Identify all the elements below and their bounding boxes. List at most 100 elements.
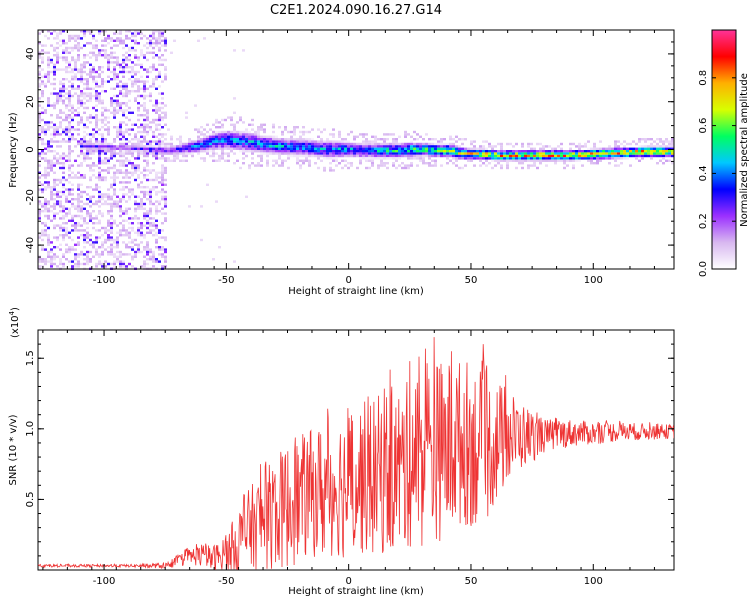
spectrogram-cell bbox=[302, 154, 305, 158]
spectrogram-cell bbox=[92, 54, 95, 57]
spectrogram-cell bbox=[152, 37, 155, 40]
spectrogram-cell bbox=[257, 142, 260, 146]
spectrogram-cell bbox=[575, 159, 578, 162]
spectrogram-cell bbox=[248, 150, 251, 153]
spectrogram-y-tick-label: 20 bbox=[25, 95, 36, 108]
spectrogram-cell bbox=[161, 236, 164, 239]
spectrogram-cell bbox=[128, 241, 131, 244]
spectrogram-cell bbox=[137, 70, 140, 74]
spectrogram-cell bbox=[221, 152, 224, 155]
spectrogram-cell bbox=[527, 157, 530, 160]
spectrogram-cell bbox=[305, 157, 308, 160]
spectrogram-cell bbox=[86, 212, 89, 215]
spectrogram-cell bbox=[323, 145, 326, 148]
spectrogram-cell bbox=[140, 207, 143, 210]
spectrogram-cell bbox=[497, 159, 500, 162]
spectrogram-cell bbox=[389, 145, 392, 148]
spectrogram-cell bbox=[281, 162, 284, 165]
spectrogram-cell bbox=[47, 234, 50, 237]
spectrogram-cell bbox=[131, 154, 134, 158]
spectrogram-cell bbox=[416, 142, 419, 146]
spectrogram-cell bbox=[131, 85, 134, 88]
spectrogram-cell bbox=[479, 154, 482, 158]
spectrogram-cell bbox=[110, 176, 113, 179]
spectrogram-cell bbox=[62, 157, 65, 160]
spectrogram-cell bbox=[392, 140, 395, 143]
spectrogram-cell bbox=[95, 44, 98, 47]
spectrogram-y-tick-label: 40 bbox=[25, 48, 36, 61]
spectrogram-cell bbox=[326, 142, 329, 146]
spectrogram-cell bbox=[68, 210, 71, 213]
spectrogram-cell bbox=[161, 140, 164, 143]
spectrogram-cell bbox=[290, 130, 293, 134]
spectrogram-cell bbox=[107, 56, 110, 59]
spectrogram-cell bbox=[488, 150, 491, 153]
spectrogram-cell bbox=[320, 142, 323, 146]
spectrogram-cell bbox=[650, 152, 653, 155]
spectrogram-cell bbox=[395, 152, 398, 155]
spectrogram-cell bbox=[128, 195, 131, 198]
spectrogram-cell bbox=[155, 260, 158, 263]
spectrogram-cell bbox=[83, 130, 86, 134]
spectrogram-cell bbox=[128, 171, 131, 174]
spectrogram-cell bbox=[119, 138, 122, 141]
spectrogram-cell bbox=[110, 236, 113, 239]
spectrogram-cell bbox=[131, 188, 134, 191]
spectrogram-cell bbox=[95, 188, 98, 191]
spectrogram-cell bbox=[68, 157, 71, 160]
spectrogram-cell bbox=[140, 231, 143, 234]
spectrogram-cell bbox=[212, 152, 215, 155]
spectrogram-cell bbox=[59, 39, 62, 42]
spectrogram-cell bbox=[308, 147, 311, 150]
spectrogram-cell bbox=[179, 159, 182, 162]
spectrogram-cell bbox=[182, 147, 185, 150]
spectrogram-cell bbox=[188, 142, 191, 146]
spectrogram-cell bbox=[347, 150, 350, 153]
spectrogram-cell bbox=[134, 200, 137, 203]
spectrogram-cell bbox=[74, 214, 77, 218]
spectrogram-cell bbox=[44, 200, 47, 203]
spectrogram-cell bbox=[110, 99, 113, 102]
spectrogram-cell bbox=[38, 265, 41, 268]
spectrogram-cell bbox=[500, 159, 503, 162]
spectrogram-cell bbox=[371, 154, 374, 158]
spectrogram-x-tick-label: 50 bbox=[465, 275, 478, 286]
spectrogram-cell bbox=[155, 145, 158, 148]
spectrogram-cell bbox=[41, 238, 44, 242]
spectrogram-cell bbox=[56, 224, 59, 227]
spectrogram-cell bbox=[149, 248, 152, 251]
spectrogram-cell bbox=[101, 176, 104, 179]
spectrogram-cell bbox=[389, 154, 392, 158]
spectrogram-cell bbox=[98, 75, 101, 78]
spectrogram-cell bbox=[470, 154, 473, 158]
spectrogram-cell bbox=[152, 78, 155, 81]
spectrogram-cell bbox=[125, 66, 128, 69]
spectrogram-cell bbox=[140, 123, 143, 126]
spectrogram-cell bbox=[272, 130, 275, 134]
spectrogram-cell bbox=[413, 154, 416, 158]
spectrogram-cell bbox=[134, 90, 137, 93]
spectrogram-cells bbox=[38, 30, 674, 270]
spectrogram-cell bbox=[149, 169, 152, 172]
spectrogram-cell bbox=[86, 92, 89, 95]
spectrogram-cell bbox=[233, 152, 236, 155]
spectrogram-cell bbox=[62, 166, 65, 170]
spectrogram-cell bbox=[284, 152, 287, 155]
spectrogram-cell bbox=[242, 135, 245, 138]
spectrogram-cell bbox=[80, 90, 83, 93]
spectrogram-cell bbox=[110, 205, 113, 208]
spectrogram-cell bbox=[143, 68, 146, 71]
spectrogram-cell bbox=[95, 118, 98, 122]
spectrogram-cell bbox=[116, 169, 119, 172]
spectrogram-cell bbox=[92, 128, 95, 131]
spectrogram-cell bbox=[614, 145, 617, 148]
spectrogram-cell bbox=[80, 118, 83, 122]
spectrogram-cell bbox=[125, 152, 128, 155]
spectrogram-cell bbox=[146, 87, 149, 90]
spectrogram-cell bbox=[62, 39, 65, 42]
spectrogram-cell bbox=[461, 166, 464, 170]
spectrogram-cell bbox=[155, 157, 158, 160]
spectrogram-cell bbox=[143, 145, 146, 148]
spectrogram-cell bbox=[368, 150, 371, 153]
spectrogram-cell bbox=[521, 157, 524, 160]
